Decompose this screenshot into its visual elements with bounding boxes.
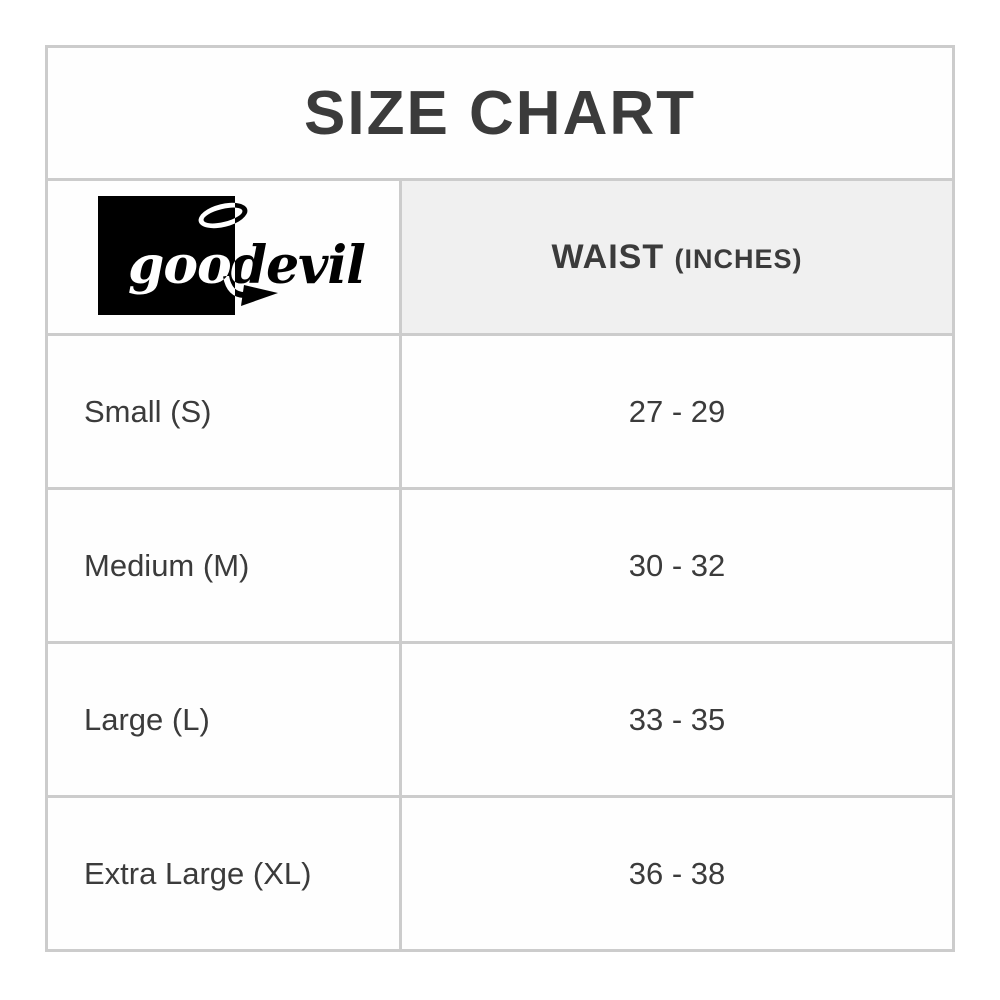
waist-cell: 33 - 35 bbox=[399, 644, 952, 795]
brand-header-cell: goodevil bbox=[48, 181, 399, 333]
waist-cell: 36 - 38 bbox=[399, 798, 952, 949]
waist-header-cell: WAIST (INCHES) bbox=[399, 181, 952, 333]
size-label: Large (L) bbox=[84, 701, 210, 737]
size-cell: Large (L) bbox=[48, 644, 399, 795]
waist-cell: 30 - 32 bbox=[399, 490, 952, 641]
size-label: Medium (M) bbox=[84, 547, 250, 583]
table-row: Small (S) 27 - 29 bbox=[48, 333, 952, 487]
header-row: goodevil WAIST (INCHES) bbox=[48, 178, 952, 333]
size-label: Small (S) bbox=[84, 393, 212, 429]
size-cell: Medium (M) bbox=[48, 490, 399, 641]
waist-value: 36 - 38 bbox=[628, 855, 726, 891]
size-label: Extra Large (XL) bbox=[84, 855, 312, 891]
size-cell: Extra Large (XL) bbox=[48, 798, 399, 949]
goodevil-logo: goodevil bbox=[98, 196, 366, 318]
page-title: SIZE CHART bbox=[304, 78, 696, 148]
size-cell: Small (S) bbox=[48, 336, 399, 487]
waist-cell: 27 - 29 bbox=[399, 336, 952, 487]
title-row: SIZE CHART bbox=[48, 48, 952, 178]
waist-value: 30 - 32 bbox=[628, 547, 726, 583]
table-row: Large (L) 33 - 35 bbox=[48, 641, 952, 795]
table-row: Medium (M) 30 - 32 bbox=[48, 487, 952, 641]
devil-tail-arrow-icon bbox=[223, 276, 278, 306]
waist-value: 33 - 35 bbox=[628, 701, 726, 737]
waist-value: 27 - 29 bbox=[628, 393, 726, 429]
table-row: Extra Large (XL) 36 - 38 bbox=[48, 795, 952, 949]
logo-wordmark: goodevil bbox=[128, 235, 366, 296]
size-chart-table: SIZE CHART goodevil WAIST (INCHES) Small… bbox=[45, 45, 955, 952]
waist-label: WAIST bbox=[551, 237, 675, 276]
waist-column-header: WAIST (INCHES) bbox=[551, 238, 802, 277]
logo-black-box bbox=[98, 196, 235, 315]
waist-unit-label: (INCHES) bbox=[674, 243, 803, 274]
